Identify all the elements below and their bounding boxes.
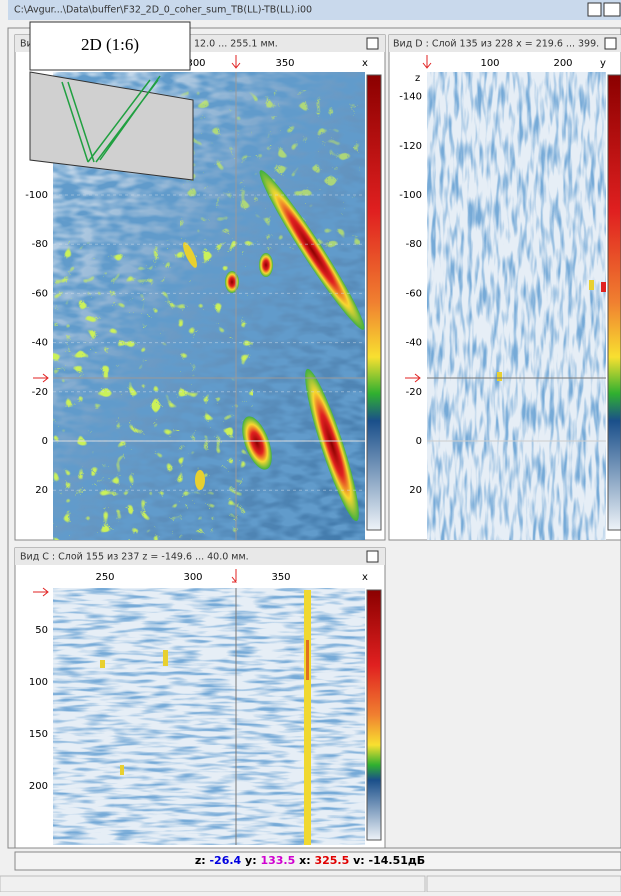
maximize-button[interactable] bbox=[367, 38, 378, 49]
y-tick-label: 200 bbox=[29, 781, 48, 792]
y-tick-label: -100 bbox=[25, 190, 48, 201]
color-scale bbox=[367, 590, 381, 840]
axis-label: y bbox=[600, 58, 606, 69]
y-tick-label: -20 bbox=[32, 387, 48, 398]
screen: C:\Avgur...\Data\buffer\F32_2D_0_coher_s… bbox=[0, 0, 621, 892]
panel-title: Вид C : Слой 155 из 237 z = -149.6 ... 4… bbox=[20, 552, 249, 563]
close-button[interactable] bbox=[604, 3, 620, 16]
d-scan-image bbox=[427, 72, 606, 540]
window-title: C:\Avgur...\Data\buffer\F32_2D_0_coher_s… bbox=[14, 5, 312, 16]
status-value: 325.5 bbox=[314, 854, 349, 867]
color-scale bbox=[367, 75, 381, 530]
y-tick-label: 50 bbox=[35, 625, 48, 636]
y-tick-label: -60 bbox=[32, 288, 48, 299]
x-tick-label: 300 bbox=[183, 572, 202, 583]
x-tick-label: 350 bbox=[275, 58, 294, 69]
y-tick-label: 100 bbox=[29, 677, 48, 688]
y-tick-label: -40 bbox=[32, 338, 48, 349]
axis-label: z bbox=[415, 73, 420, 84]
status-label: v: bbox=[353, 854, 365, 867]
maximize-button[interactable] bbox=[605, 38, 616, 49]
y-tick-label: 150 bbox=[29, 729, 48, 740]
maximize-button[interactable] bbox=[588, 3, 601, 16]
status-value: -26.4 bbox=[209, 854, 241, 867]
panel-title-clip: Вид D : Слой 135 из 228 x = 219.6 ... 39… bbox=[393, 39, 599, 50]
y-tick-label: -100 bbox=[399, 190, 422, 201]
y-tick-label: -120 bbox=[399, 141, 422, 152]
maximize-button[interactable] bbox=[367, 551, 378, 562]
y-tick-label: -20 bbox=[406, 387, 422, 398]
panel-title: 12.0 ... 255.1 мм. bbox=[194, 39, 278, 50]
c-scan-image bbox=[53, 588, 365, 845]
x-tick-label: 350 bbox=[271, 572, 290, 583]
x-tick-label: 250 bbox=[95, 572, 114, 583]
status-value: 133.5 bbox=[260, 854, 295, 867]
y-tick-label: -60 bbox=[406, 288, 422, 299]
color-scale bbox=[608, 75, 621, 530]
y-tick-label: -80 bbox=[32, 239, 48, 250]
bottom-bar bbox=[427, 876, 621, 892]
status-text: z: -26.4 y: 133.5 x: 325.5 v: -14.51дБ bbox=[195, 854, 425, 867]
status-label: x: bbox=[299, 854, 311, 867]
overlay-label: 2D (1:6) bbox=[81, 35, 139, 54]
y-tick-label: 20 bbox=[35, 485, 48, 496]
axis-label: x bbox=[362, 58, 368, 69]
axis-label: x bbox=[362, 572, 368, 583]
y-tick-label: 20 bbox=[409, 485, 422, 496]
status-label: z: bbox=[195, 854, 206, 867]
y-tick-label: 0 bbox=[42, 436, 48, 447]
y-tick-label: -40 bbox=[406, 338, 422, 349]
panel-title: Вид D : Слой 135 из 228 x = 219.6 ... 39… bbox=[393, 39, 599, 50]
bottom-bar bbox=[0, 876, 425, 892]
x-tick-label: 200 bbox=[553, 58, 572, 69]
y-tick-label: 0 bbox=[416, 436, 422, 447]
x-tick-label: 100 bbox=[480, 58, 499, 69]
status-value: -14.51дБ bbox=[369, 854, 426, 867]
y-tick-label: -80 bbox=[406, 239, 422, 250]
status-label: y: bbox=[245, 854, 257, 867]
y-tick-label: -140 bbox=[399, 92, 422, 103]
page: C:\Avgur...\Data\buffer\F32_2D_0_coher_s… bbox=[0, 0, 621, 892]
